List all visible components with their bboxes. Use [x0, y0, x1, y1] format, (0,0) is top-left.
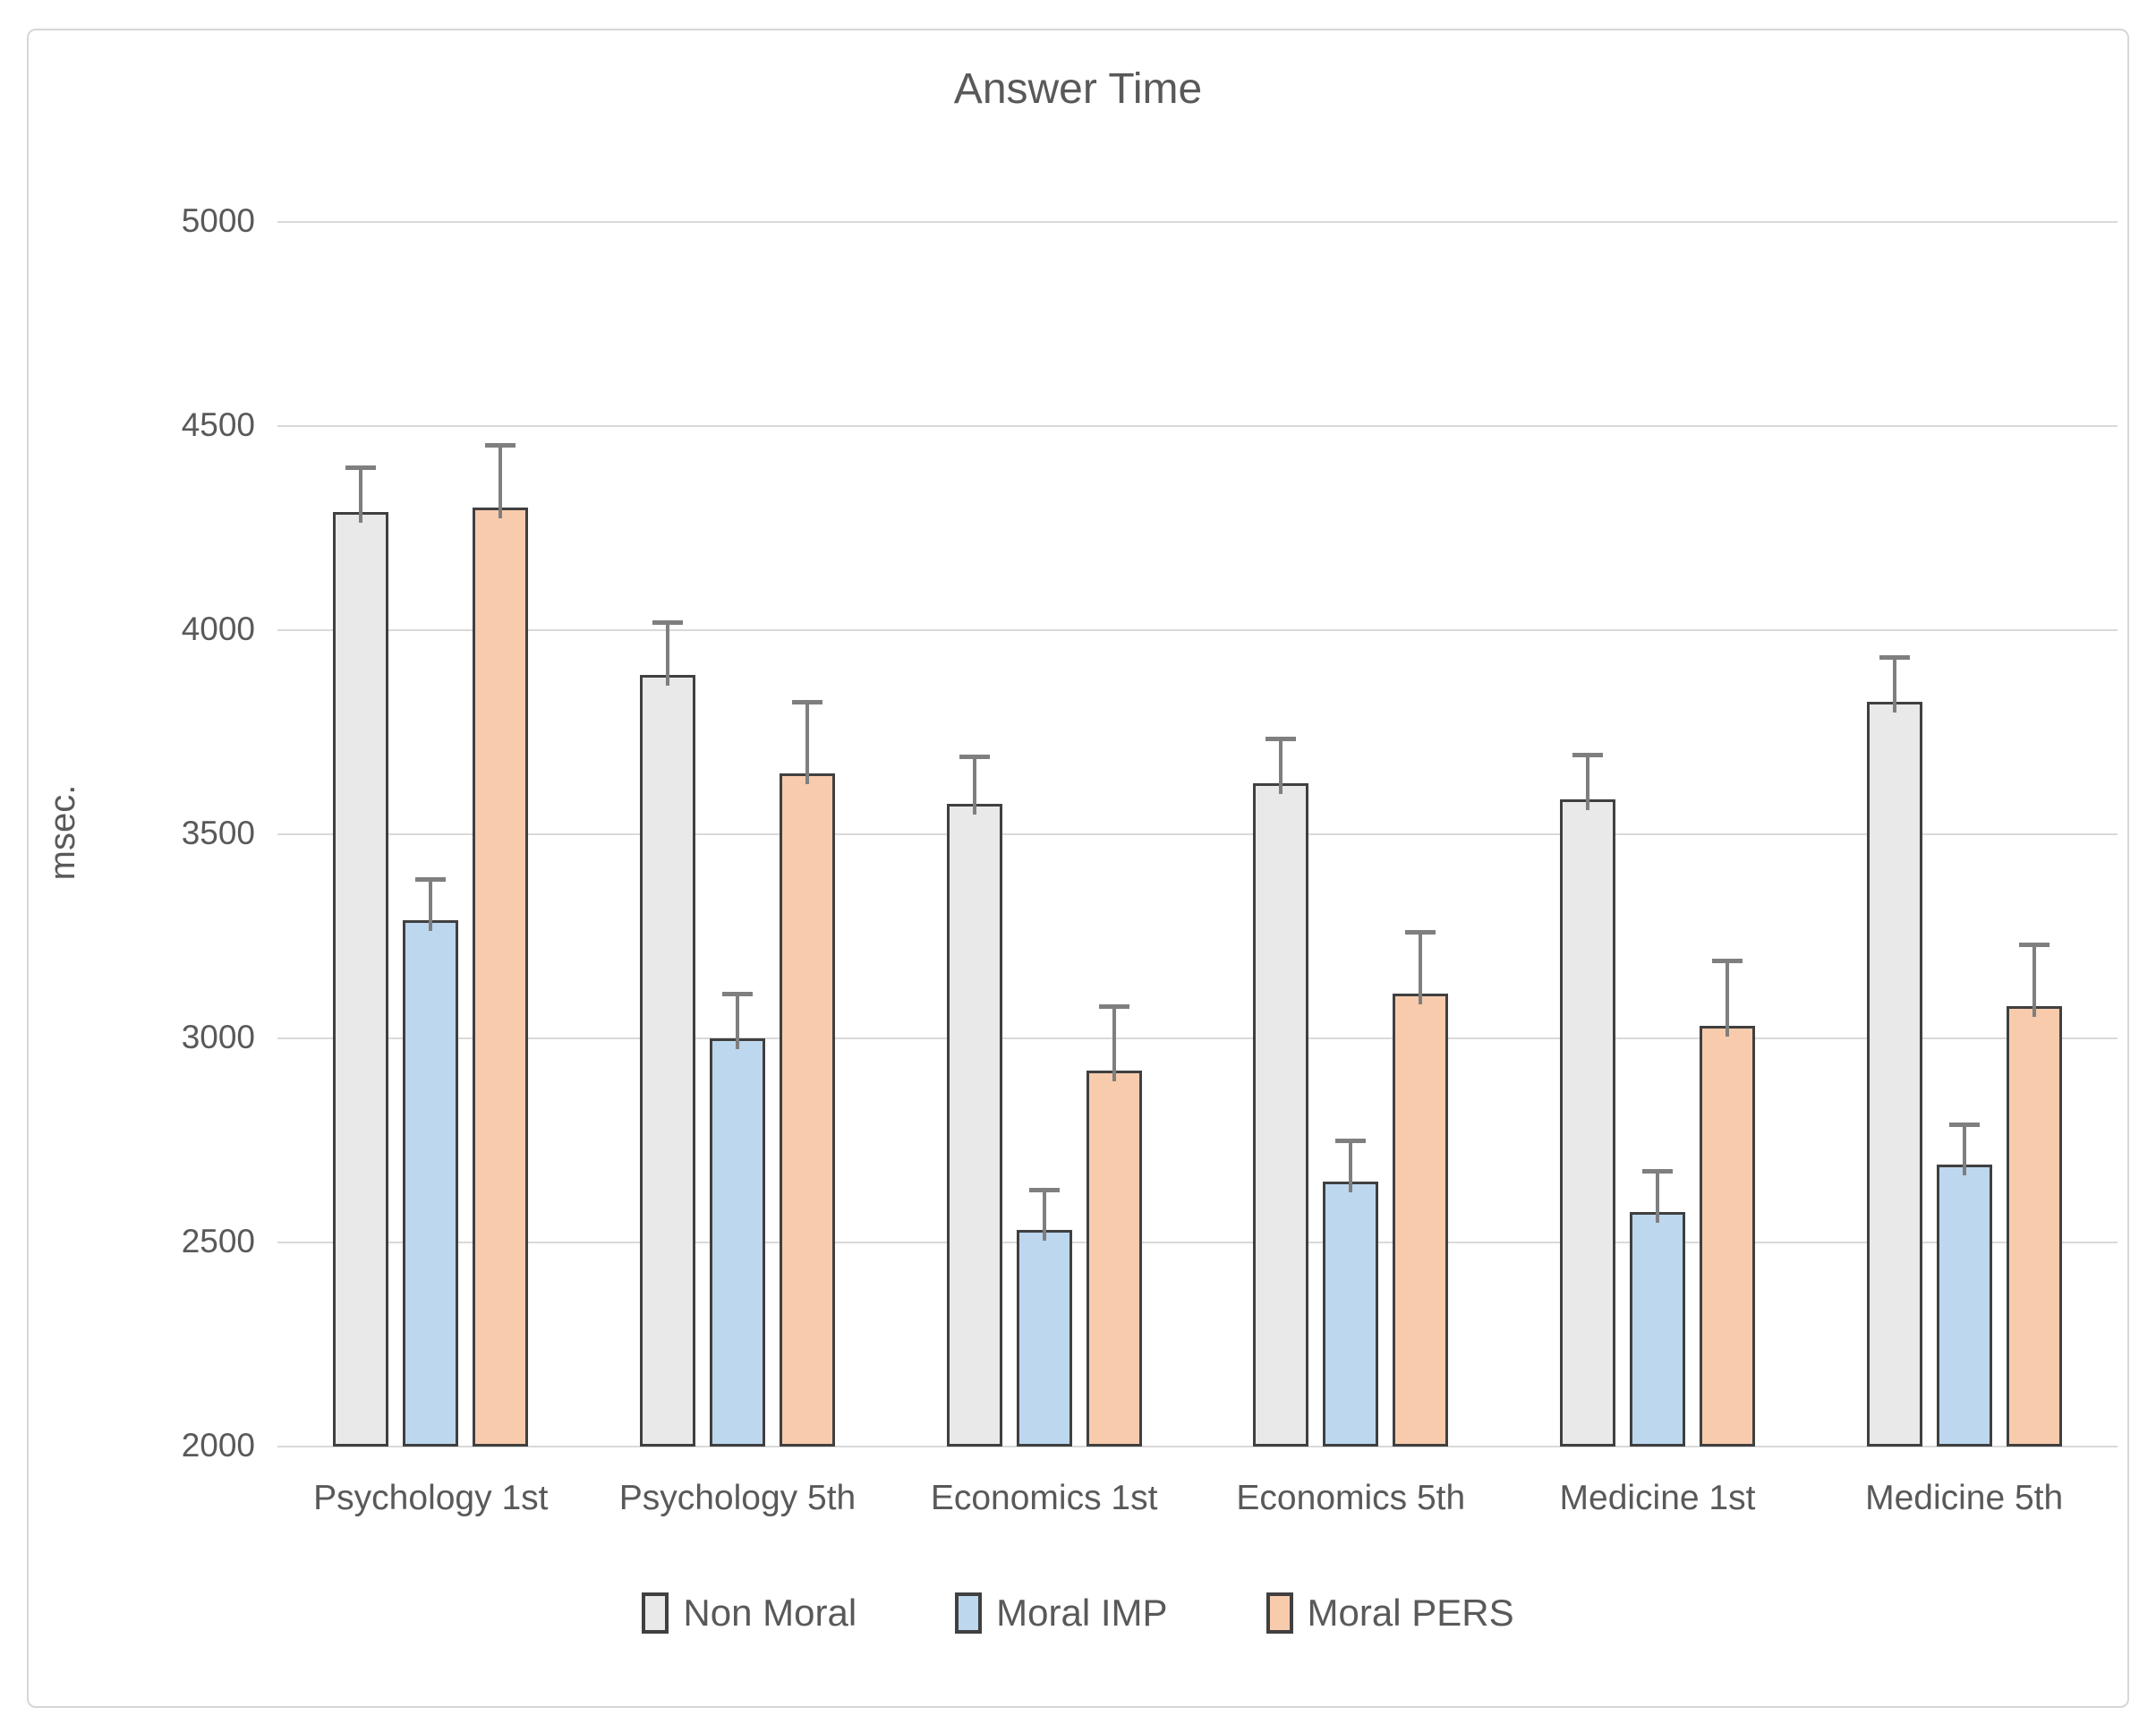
y-tick-label-4000: 4000 — [181, 610, 255, 647]
bar-non-moral-6 — [1866, 701, 1922, 1447]
gridline-2500 — [277, 1242, 2118, 1243]
gridline-3500 — [277, 833, 2118, 835]
bar-non-moral-2 — [640, 675, 695, 1447]
bar-moral-imp-2 — [710, 1038, 765, 1447]
bar-moral-pers-5 — [1700, 1026, 1755, 1447]
error-bar-cap — [1265, 736, 1297, 741]
error-bar-cap — [1098, 1003, 1129, 1009]
bar-moral-pers-6 — [2006, 1005, 2062, 1447]
error-bar-line — [1419, 932, 1423, 1004]
error-bar-cap — [2018, 943, 2049, 948]
x-category-label-6: Medicine 5th — [1865, 1479, 2064, 1517]
error-bar-line — [359, 466, 363, 523]
gridline-2000 — [277, 1446, 2118, 1447]
error-bar-line — [499, 444, 503, 519]
bar-moral-imp-6 — [1936, 1165, 1992, 1447]
bar-moral-imp-4 — [1323, 1181, 1379, 1447]
error-bar-cap — [1028, 1187, 1060, 1192]
error-bar-cap — [722, 991, 753, 996]
x-category-label-5: Medicine 1st — [1559, 1479, 1756, 1517]
legend-swatch — [1265, 1592, 1293, 1634]
x-category-label-2: Psychology 5th — [618, 1479, 856, 1517]
gridline-4000 — [277, 629, 2118, 631]
error-bar-cap — [1948, 1122, 1980, 1127]
legend-label: Moral PERS — [1307, 1592, 1514, 1634]
error-bar-line — [1586, 755, 1589, 811]
error-bar-line — [736, 993, 739, 1049]
error-bar-line — [666, 621, 669, 687]
error-bar-line — [1112, 1005, 1116, 1082]
bar-moral-pers-4 — [1393, 993, 1449, 1447]
error-bar-cap — [345, 465, 377, 470]
error-bar-line — [1042, 1189, 1046, 1242]
error-bar-line — [805, 701, 809, 784]
x-category-label-3: Economics 1st — [930, 1479, 1158, 1517]
gridline-3000 — [277, 1037, 2118, 1039]
legend: Non Moral Moral IMP Moral PERS — [0, 1592, 2156, 1635]
error-bar-line — [1349, 1140, 1353, 1192]
error-bar-line — [1962, 1123, 1966, 1176]
legend-label: Non Moral — [683, 1592, 857, 1634]
bar-moral-pers-1 — [473, 508, 529, 1447]
legend-swatch — [955, 1592, 983, 1634]
x-category-label-1: Psychology 1st — [313, 1479, 549, 1517]
error-bar-cap — [485, 442, 516, 448]
y-tick-label-4500: 4500 — [181, 406, 255, 443]
error-bar-cap — [1879, 654, 1910, 660]
bar-moral-imp-5 — [1630, 1211, 1685, 1447]
bar-moral-imp-3 — [1016, 1230, 1072, 1447]
y-tick-label-3500: 3500 — [181, 815, 255, 851]
bar-non-moral-3 — [946, 803, 1002, 1447]
y-tick-label-2000: 2000 — [181, 1427, 255, 1464]
bar-non-moral-4 — [1253, 783, 1309, 1447]
bar-moral-pers-3 — [1086, 1071, 1142, 1447]
legend-swatch — [642, 1592, 669, 1634]
bar-non-moral-1 — [333, 511, 389, 1447]
error-bar-cap — [1642, 1169, 1673, 1174]
y-tick-label-3000: 3000 — [181, 1019, 255, 1055]
gridline-5000 — [277, 221, 2118, 223]
bar-moral-imp-1 — [403, 919, 459, 1447]
x-category-label-4: Economics 5th — [1236, 1479, 1466, 1517]
legend-item-non-moral: Non Moral — [642, 1592, 856, 1635]
chart-title: Answer Time — [953, 65, 1203, 113]
error-bar-line — [1279, 738, 1283, 794]
error-bar-cap — [1572, 753, 1603, 758]
error-bar-cap — [1712, 959, 1743, 964]
legend-label: Moral IMP — [996, 1592, 1168, 1634]
error-bar-cap — [792, 699, 822, 704]
error-bar-cap — [652, 619, 683, 625]
gridline-4500 — [277, 425, 2118, 427]
error-bar-line — [972, 756, 976, 815]
error-bar-cap — [1335, 1139, 1367, 1143]
y-tick-label-2500: 2500 — [181, 1223, 255, 1259]
error-bar-cap — [1405, 930, 1436, 935]
legend-item-moral-imp: Moral IMP — [955, 1592, 1168, 1635]
error-bar-cap — [415, 877, 447, 883]
bar-non-moral-5 — [1560, 799, 1615, 1447]
error-bar-line — [1656, 1171, 1659, 1223]
error-bar-line — [1892, 656, 1896, 713]
error-bar-line — [2032, 944, 2036, 1017]
error-bar-line — [429, 879, 433, 931]
y-tick-label-5000: 5000 — [181, 202, 255, 239]
legend-item-moral-pers: Moral PERS — [1265, 1592, 1514, 1635]
error-bar-cap — [959, 755, 990, 760]
error-bar-line — [1726, 960, 1729, 1037]
bar-moral-pers-2 — [780, 773, 835, 1447]
